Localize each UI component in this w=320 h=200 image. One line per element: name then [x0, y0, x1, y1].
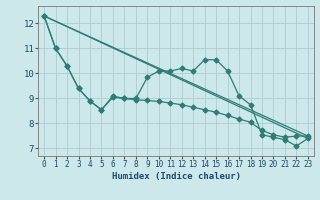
X-axis label: Humidex (Indice chaleur): Humidex (Indice chaleur) [111, 172, 241, 181]
